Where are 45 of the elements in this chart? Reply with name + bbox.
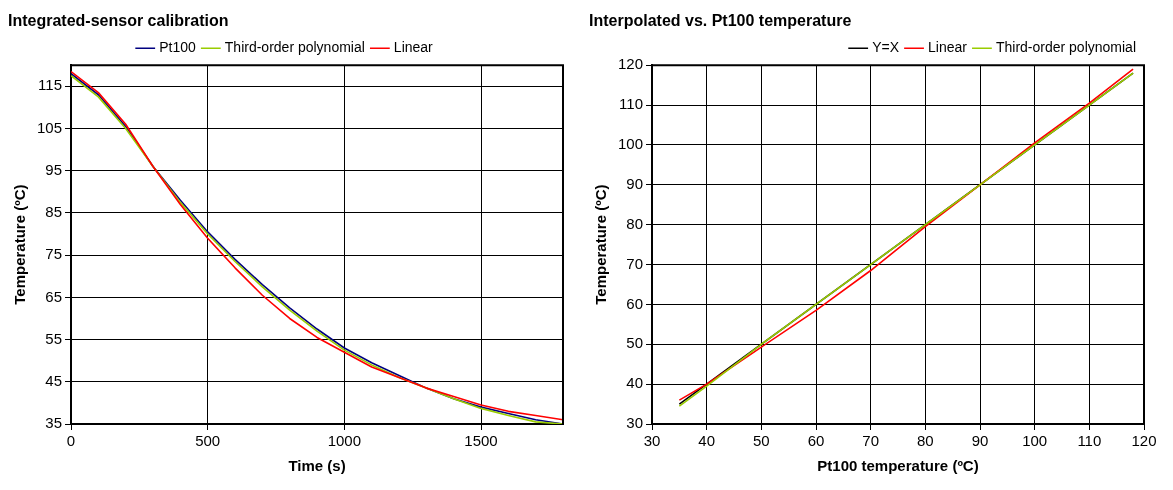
legend-label: Linear	[928, 39, 968, 56]
y-tick-label: 60	[626, 294, 644, 312]
y-tick-label: 80	[626, 214, 644, 232]
legend-label: Y=X	[872, 39, 900, 56]
x-tick-label: 70	[862, 432, 880, 450]
y-axis-title: Temperature (ºC)	[592, 184, 610, 305]
legend-label: Pt100	[159, 39, 197, 56]
x-tick-label: 80	[917, 432, 934, 450]
x-axis-title: Pt100 temperature (ºC)	[817, 457, 979, 475]
y-tick-label: 70	[626, 254, 644, 272]
chart-title: Interpolated vs. Pt100 temperature	[589, 12, 852, 30]
x-tick-label: 90	[971, 432, 989, 450]
chart-title: Integrated-sensor calibration	[8, 12, 229, 30]
y-tick-label: 55	[45, 329, 63, 347]
y-tick-label: 105	[37, 118, 63, 136]
x-tick-label: 60	[807, 432, 825, 450]
y-tick-label: 35	[45, 414, 63, 432]
legend-label: Third-order polynomial	[224, 39, 365, 56]
y-axis-title: Temperature (ºC)	[11, 184, 29, 305]
y-tick-label: 110	[619, 95, 644, 113]
x-tick-label: 1000	[327, 432, 362, 450]
y-tick-label: 95	[45, 160, 63, 178]
x-tick-label: 30	[643, 432, 661, 450]
x-tick-label: 1500	[464, 432, 498, 450]
y-tick-label: 30	[626, 414, 644, 432]
y-tick-label: 65	[45, 287, 63, 305]
y-tick-label: 100	[618, 135, 644, 153]
y-tick-label: 90	[626, 174, 644, 192]
y-tick-label: 85	[45, 203, 63, 221]
x-tick-label: 120	[1131, 432, 1157, 450]
x-tick-label: 100	[1022, 432, 1048, 450]
y-tick-label: 45	[45, 371, 63, 389]
legend-label: Linear	[393, 39, 434, 56]
y-tick-label: 50	[626, 334, 644, 352]
x-tick-label: 50	[753, 432, 770, 450]
x-tick-label: 110	[1077, 432, 1102, 450]
y-tick-label: 120	[618, 55, 644, 73]
y-tick-label: 40	[626, 374, 644, 392]
x-tick-label: 40	[698, 432, 716, 450]
x-tick-label: 500	[195, 432, 221, 450]
y-tick-label: 115	[38, 76, 63, 94]
x-axis-title: Time (s)	[288, 457, 346, 475]
x-tick-label: 0	[66, 432, 76, 450]
legend-label: Third-order polynomial	[995, 39, 1137, 56]
y-tick-label: 75	[45, 245, 63, 263]
